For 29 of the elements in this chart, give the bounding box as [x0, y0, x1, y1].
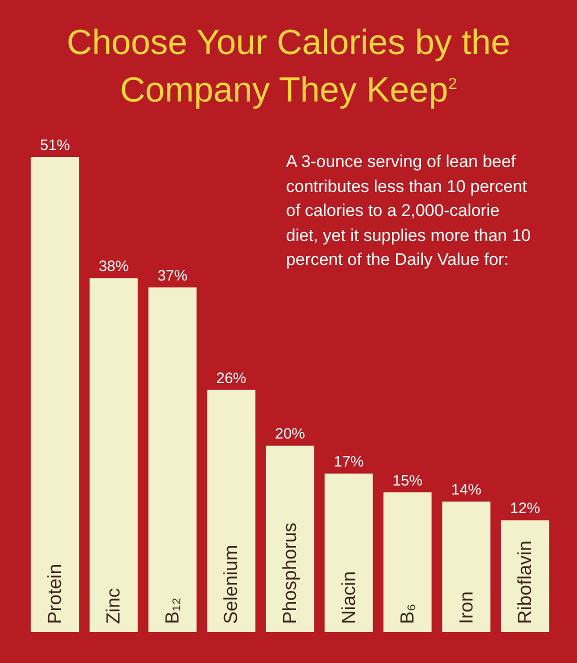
x-tick-label: Phosphorus	[280, 522, 301, 624]
data-label: 17%	[334, 454, 364, 471]
data-label: 26%	[216, 370, 246, 387]
bar	[442, 502, 490, 632]
data-label: 15%	[392, 472, 423, 490]
bar	[148, 287, 197, 632]
chart-title: Choose Your Calories by the Company They Keep$^{2}$	[66, 22, 512, 112]
data-label: 14%	[451, 482, 482, 499]
x-tick-label: B₁₂	[162, 598, 184, 624]
data-label: 38%	[98, 258, 129, 276]
x-tick-label: Protein	[44, 564, 66, 624]
data-label: 37%	[157, 267, 188, 284]
data-label: 20%	[274, 426, 306, 443]
bar	[90, 278, 138, 632]
bar	[30, 157, 80, 632]
data-label: 51%	[40, 137, 70, 154]
data-label: 12%	[510, 500, 540, 518]
x-tick-label: Selenium	[221, 544, 242, 624]
bar	[207, 390, 256, 632]
bar	[266, 446, 314, 632]
annotation: A 3-ounce serving of lean beef contributes less than 10 percent of calories to a 2,000-calorie diet, yet it supplies more than 10 percent of the Daily Value for:	[286, 151, 532, 271]
bar	[500, 520, 550, 632]
x-tick-label: Zinc	[104, 588, 125, 624]
bar	[324, 474, 373, 632]
x-tick-label: B₆	[398, 604, 419, 624]
x-tick-label: Niacin	[338, 571, 360, 624]
x-tick-label: Riboflavin	[515, 540, 536, 624]
x-tick-label: Iron	[456, 591, 478, 624]
bar	[383, 492, 432, 632]
